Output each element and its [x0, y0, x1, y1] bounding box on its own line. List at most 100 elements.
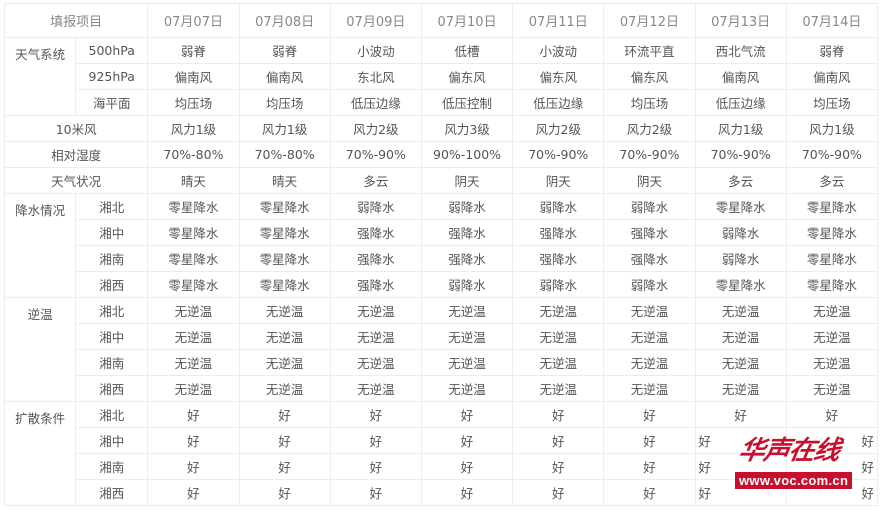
value-cell: 好: [329, 453, 422, 480]
value-cell: 无逆温: [785, 297, 879, 324]
value-cell: 无逆温: [694, 349, 787, 376]
value-cell: 无逆温: [329, 297, 422, 324]
value-cell: 弱脊: [147, 37, 240, 64]
sub-label: 湘北: [75, 193, 149, 220]
value-cell: 偏南风: [147, 63, 240, 90]
value-cell: 均压场: [238, 89, 331, 116]
value-cell: 偏南风: [785, 63, 879, 90]
value-cell: 弱降水: [420, 193, 514, 220]
value-cell: 东北风: [329, 63, 422, 90]
value-cell: 好: [420, 453, 514, 480]
table-row: 天气状况 晴天 晴天 多云 阴天 阴天 阴天 多云 多云: [3, 167, 879, 194]
value-cell: 好: [147, 427, 240, 454]
value-cell: 零星降水: [147, 245, 240, 272]
value-cell: 70%-80%: [147, 141, 240, 168]
value-cell: 70%-90%: [512, 141, 605, 168]
value-cell: 好: [603, 479, 696, 506]
value-cell: 好: [238, 401, 331, 428]
value-cell: 零星降水: [694, 271, 787, 298]
value-cell: 无逆温: [785, 375, 879, 402]
value-cell: 环流平直: [603, 37, 696, 64]
value-cell: 风力1级: [694, 115, 787, 142]
value-cell: 无逆温: [512, 375, 605, 402]
value-cell: 强降水: [329, 271, 422, 298]
value-cell: 70%-80%: [238, 141, 331, 168]
value-cell: 零星降水: [238, 271, 331, 298]
value-cell: 无逆温: [603, 297, 696, 324]
value-cell: 低压边缘: [694, 89, 787, 116]
sub-label: 湘西: [75, 271, 149, 298]
value-cell: 弱降水: [420, 271, 514, 298]
value-cell: 好: [512, 453, 605, 480]
value-cell: 好: [785, 401, 879, 428]
table-row: 扩散条件 湘北好好好好好好好好: [3, 401, 879, 506]
value-cell: 好: [512, 427, 605, 454]
value-cell: 好: [785, 427, 879, 454]
value-cell: 晴天: [238, 167, 331, 194]
table-row: 湘南 无逆温 无逆温 无逆温 无逆温 无逆温 无逆温 无逆温 无逆温: [5, 349, 879, 376]
value-cell: 好: [603, 453, 696, 480]
sub-label: 湘中: [75, 323, 149, 350]
value-cell: 无逆温: [603, 375, 696, 402]
value-cell: 无逆温: [512, 349, 605, 376]
sub-label: 925hPa: [75, 63, 149, 90]
value-cell: 弱降水: [512, 193, 605, 220]
row-label: 天气状况: [3, 167, 149, 194]
value-cell: 好: [420, 427, 514, 454]
table-row: 湘西 无逆温 无逆温 无逆温 无逆温 无逆温 无逆温 无逆温 无逆温: [5, 375, 879, 402]
value-cell: 好: [694, 453, 787, 480]
value-cell: 无逆温: [512, 323, 605, 350]
value-cell: 好: [147, 453, 240, 480]
value-cell: 小波动: [512, 37, 605, 64]
sub-label: 海平面: [75, 89, 149, 116]
sub-label: 湘南: [75, 453, 149, 480]
value-cell: 好: [512, 401, 605, 428]
table-row: 湘南好好好好好好好好: [5, 453, 879, 480]
header-label: 填报项目: [3, 3, 149, 38]
date-header: 07月09日: [329, 3, 422, 38]
value-cell: 无逆温: [329, 349, 422, 376]
value-cell: 偏南风: [694, 63, 787, 90]
value-cell: 风力1级: [147, 115, 240, 142]
value-cell: 好: [512, 479, 605, 506]
value-cell: 好: [694, 479, 787, 506]
value-cell: 好: [329, 479, 422, 506]
value-cell: 低压边缘: [329, 89, 422, 116]
table-row: 925hPa 偏南风 偏南风 东北风 偏东风 偏东风 偏东风 偏南风 偏南风: [5, 63, 879, 90]
value-cell: 好: [329, 427, 422, 454]
value-cell: 弱脊: [785, 37, 879, 64]
table-row: 相对湿度 70%-80% 70%-80% 70%-90% 90%-100% 70%-90%…: [3, 141, 879, 168]
value-cell: 好: [147, 401, 240, 428]
value-cell: 偏东风: [512, 63, 605, 90]
value-cell: 强降水: [512, 219, 605, 246]
value-cell: 强降水: [420, 245, 514, 272]
value-cell: 无逆温: [147, 349, 240, 376]
sub-label: 500hPa: [75, 37, 149, 64]
sub-label: 湘北: [75, 401, 149, 428]
value-cell: 好: [785, 453, 879, 480]
value-cell: 无逆温: [238, 323, 331, 350]
value-cell: 无逆温: [147, 297, 240, 324]
date-header: 07月08日: [238, 3, 331, 38]
value-cell: 弱降水: [603, 271, 696, 298]
value-cell: 多云: [694, 167, 787, 194]
group-label: 扩散条件: [3, 401, 77, 506]
value-cell: 多云: [785, 167, 879, 194]
value-cell: 低压控制: [420, 89, 514, 116]
value-cell: 无逆温: [329, 323, 422, 350]
value-cell: 好: [694, 427, 787, 454]
table-row: 湘西 零星降水 零星降水 强降水 弱降水 弱降水 弱降水 零星降水 零星降水: [5, 271, 879, 298]
value-cell: 无逆温: [785, 349, 879, 376]
sub-label: 湘南: [75, 349, 149, 376]
value-cell: 零星降水: [785, 193, 879, 220]
value-cell: 70%-90%: [694, 141, 787, 168]
value-cell: 偏南风: [238, 63, 331, 90]
value-cell: 均压场: [147, 89, 240, 116]
table-row: 海平面 均压场 均压场 低压边缘 低压控制 低压边缘 均压场 低压边缘 均压场: [5, 89, 879, 116]
value-cell: 零星降水: [238, 245, 331, 272]
value-cell: 好: [694, 401, 787, 428]
table-row: 湘中 零星降水 零星降水 强降水 强降水 强降水 强降水 弱降水 零星降水: [5, 219, 879, 246]
value-cell: 无逆温: [238, 375, 331, 402]
date-header: 07月07日: [147, 3, 240, 38]
table-row: 降水情况 湘北 零星降水 零星降水 弱降水 弱降水 弱降水 弱降水 零星降水 零星降水: [3, 193, 879, 298]
